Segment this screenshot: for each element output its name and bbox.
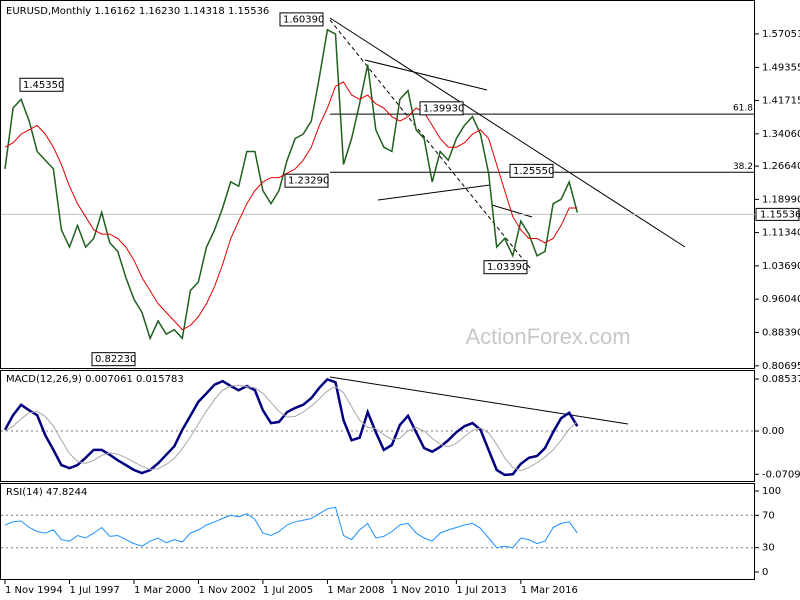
last-price-box <box>755 207 800 221</box>
fib-label: 61.8 <box>733 104 753 114</box>
price-annotation-box <box>19 77 64 92</box>
price-annotation-box <box>284 173 329 188</box>
y-tick-label: 1.34060 <box>762 129 800 140</box>
price-annotation: 1.03390 <box>487 262 528 273</box>
y-tick-label: 1.26640 <box>762 161 800 172</box>
series-line <box>4 384 578 472</box>
price-annotation-box <box>483 260 528 275</box>
y-tick-label: 0.80695 <box>762 361 800 372</box>
y-tick-label: 0.96040 <box>762 294 800 305</box>
price-annotation-box <box>419 101 464 116</box>
y-tick-label: 100 <box>762 486 781 497</box>
price-annotation-box <box>279 12 324 27</box>
x-tick-label: 1 Mar 2008 <box>327 585 384 596</box>
trend-line <box>377 184 491 201</box>
y-tick-label: 0.00 <box>762 426 784 437</box>
y-tick-label: 0 <box>762 567 768 578</box>
trend-line <box>364 59 488 91</box>
price-annotation: 1.39930 <box>423 103 464 114</box>
x-tick-label: 1 Jul 2005 <box>263 585 313 596</box>
fib-label: 38.2 <box>733 162 753 172</box>
price-annotation: 1.60390 <box>283 14 324 25</box>
series-line <box>4 28 579 341</box>
y-tick-label: 1.41715 <box>762 96 800 107</box>
price-annotation: 0.82230 <box>95 354 136 365</box>
x-tick-label: 1 Nov 2002 <box>198 585 256 596</box>
price-annotation-box <box>509 163 554 178</box>
rsi-panel <box>0 483 755 580</box>
price-annotation: 1.23290 <box>288 176 329 187</box>
macd-panel <box>0 370 755 482</box>
series-line <box>3 377 579 477</box>
series-line <box>4 506 578 549</box>
x-tick-label: 1 Nov 2010 <box>392 585 450 596</box>
y-tick-label: 70 <box>762 510 775 521</box>
price-panel <box>0 0 755 369</box>
trend-line <box>329 17 686 248</box>
y-tick-label: 1.49355 <box>762 62 800 73</box>
x-tick-label: 1 Jul 2013 <box>456 585 506 596</box>
x-tick-label: 1 Nov 1994 <box>5 585 63 596</box>
macd-title: MACD(12,26,9) 0.007061 0.015783 <box>6 374 184 385</box>
price-annotation-box <box>91 352 136 367</box>
x-tick-label: 1 Mar 2000 <box>134 585 191 596</box>
y-tick-label: 1.03690 <box>762 261 800 272</box>
trend-line <box>491 204 533 218</box>
y-tick-label: 0.085379 <box>762 374 800 385</box>
trend-line <box>329 19 531 269</box>
rsi-title: RSI(14) 47.8244 <box>6 487 87 498</box>
y-tick-label: -0.070989 <box>762 469 800 480</box>
y-tick-label: 1.11340 <box>762 228 800 239</box>
x-tick-label: 1 Jul 1997 <box>69 585 119 596</box>
x-tick-label: 1 Mar 2016 <box>521 585 578 596</box>
y-tick-label: 1.18990 <box>762 194 800 205</box>
price-annotation: 1.25550 <box>513 166 554 177</box>
watermark: ActionForex.com <box>465 324 630 349</box>
y-tick-label: 30 <box>762 543 775 554</box>
price-annotation: 1.45350 <box>23 80 64 91</box>
trend-line <box>329 376 629 425</box>
last-price-label: 1.15536 <box>760 209 800 220</box>
price-title: EURUSD,Monthly 1.16162 1.16230 1.14318 1… <box>6 6 269 17</box>
series-line <box>4 81 578 331</box>
y-tick-label: 0.88390 <box>762 327 800 338</box>
y-tick-label: 1.57051 <box>762 29 800 40</box>
